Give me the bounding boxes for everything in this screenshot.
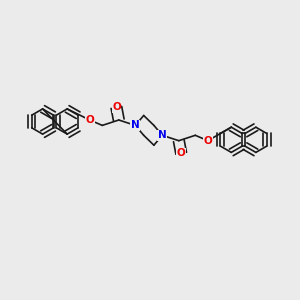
Text: O: O bbox=[112, 102, 121, 112]
Text: O: O bbox=[85, 115, 94, 125]
Text: N: N bbox=[158, 130, 167, 140]
Text: N: N bbox=[131, 120, 140, 130]
Text: O: O bbox=[177, 148, 186, 158]
Text: O: O bbox=[203, 136, 212, 146]
